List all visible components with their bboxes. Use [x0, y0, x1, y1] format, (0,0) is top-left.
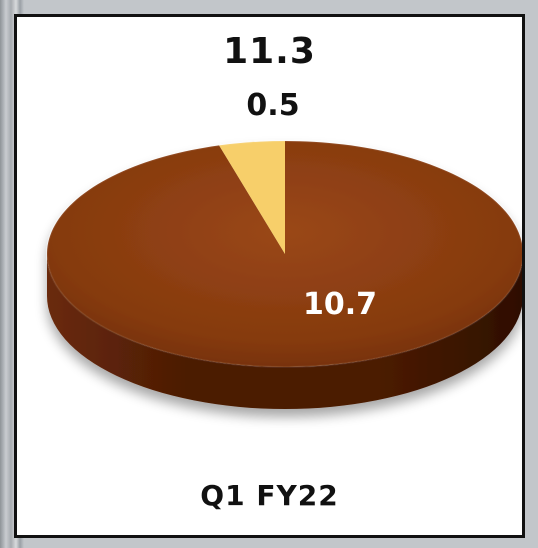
chart-total-label: 11.3: [223, 31, 316, 72]
category-label: Q1 FY22: [200, 479, 339, 512]
pie-rim: [46, 140, 522, 368]
chart-panel: 11.3 10.7 0.5 Q1 FY22: [14, 14, 525, 538]
slice-label-small: 0.5: [246, 88, 299, 123]
pie-chart: 10.7 0.5: [46, 88, 522, 409]
slice-label-large: 10.7: [303, 287, 377, 322]
pie-slice-large: [46, 141, 522, 367]
pie-slice-small: [219, 141, 285, 254]
pie-side-wall: [47, 254, 522, 409]
